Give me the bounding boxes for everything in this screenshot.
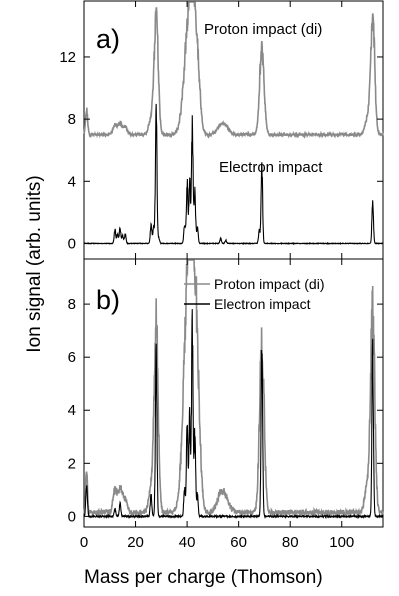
xtick-label: 80 xyxy=(282,534,299,551)
panel-b-series-electron xyxy=(83,309,384,520)
proton-impact-annotation: Proton impact (di) xyxy=(204,21,322,38)
panel-a-series-electron xyxy=(83,103,384,246)
panel-a-ytick-label: 4 xyxy=(68,173,76,190)
xtick-label: 60 xyxy=(230,534,247,551)
xtick-label: 20 xyxy=(127,534,144,551)
panel-a-frame xyxy=(83,0,384,260)
y-axis-label: Ion signal (arb. units) xyxy=(24,175,45,352)
x-axis: 0 20 40 60 80 100 xyxy=(80,534,354,551)
panel-a-ytick-label: 8 xyxy=(68,111,76,128)
xtick-label: 40 xyxy=(179,534,196,551)
panel-b-frame xyxy=(83,258,384,528)
xtick-label: 0 xyxy=(80,534,88,551)
panel-a-label: a) xyxy=(96,24,120,54)
electron-impact-annotation: Electron impact xyxy=(219,159,323,176)
panel-a-ytick-label: 12 xyxy=(59,49,76,66)
legend-label-proton: Proton impact (di) xyxy=(214,276,324,292)
panel-a-ticks: 0 4 8 12 xyxy=(59,1,383,259)
legend-label-electron: Electron impact xyxy=(214,296,311,312)
panel-b-label: b) xyxy=(96,285,120,315)
panel-b-ytick-label: 2 xyxy=(68,455,76,472)
panel-b-ytick-label: 8 xyxy=(68,296,76,313)
panel-a-series-proton xyxy=(83,1,384,139)
panel-b-series xyxy=(83,259,384,520)
x-axis-label: Mass per charge (Thomson) xyxy=(84,567,323,588)
panel-b-ytick-label: 6 xyxy=(68,349,76,366)
panel-a-ytick-label: 0 xyxy=(68,235,76,252)
panel-b-series-proton xyxy=(83,259,384,518)
panel-b-ytick-label: 0 xyxy=(68,508,76,525)
legend: Proton impact (di) Electron impact xyxy=(184,276,324,312)
panel-a: 0 4 8 12 a) Proton impact (di) Electron imp… xyxy=(59,0,384,260)
panel-b: 0 2 4 6 8 b) Proton impact (di) Electron imp… xyxy=(68,258,384,528)
panel-b-ytick-label: 4 xyxy=(68,402,76,419)
panel-a-series xyxy=(83,1,384,246)
xtick-label: 100 xyxy=(329,534,354,551)
panel-b-ticks: 0 2 4 6 8 xyxy=(68,259,383,527)
